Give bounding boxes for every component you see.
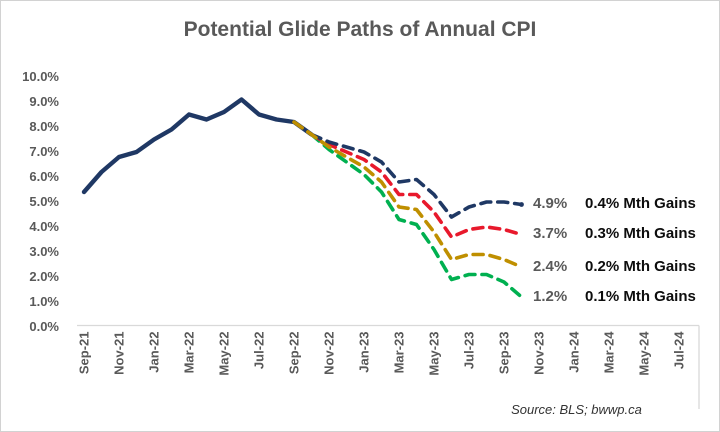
x-tick-label: Nov-22 — [321, 331, 337, 375]
y-tick-label: 9.0% — [29, 94, 59, 109]
series-end-dot-gain04 — [519, 202, 524, 207]
end-label-row-gain03: 3.7% 0.3% Mth Gains — [533, 224, 719, 244]
series-line-gain04 — [309, 132, 524, 219]
end-value-label: 2.4% — [533, 257, 568, 275]
end-label-row-gain01: 1.2% 0.1% Mth Gains — [533, 286, 719, 306]
gains-label: 0.2% Mth Gains — [585, 257, 696, 275]
y-tick-label: 10.0% — [22, 69, 59, 84]
x-tick-label: Sep-22 — [286, 331, 302, 375]
x-tick-label: Sep-23 — [496, 331, 512, 375]
x-tick-label: Jul-24 — [671, 331, 687, 370]
x-tick-label: Jul-22 — [251, 331, 267, 370]
y-tick-label: 4.0% — [29, 219, 59, 234]
end-value-label: 1.2% — [533, 287, 568, 305]
y-tick-label: 1.0% — [29, 294, 59, 309]
gains-label: 0.4% Mth Gains — [585, 195, 696, 212]
end-value-label: 3.7% — [533, 225, 568, 242]
x-tick-label: Nov-21 — [111, 331, 127, 375]
gains-label: 0.3% Mth Gains — [585, 225, 696, 242]
source-note: Source: BLS; bwwp.ca — [511, 402, 642, 417]
x-tick-label: May-24 — [636, 331, 652, 376]
x-tick-label: Mar-24 — [601, 331, 617, 374]
x-tick-label: Mar-23 — [391, 331, 407, 374]
y-tick-label: 7.0% — [29, 144, 59, 159]
end-label-row-gain04: 4.9% 0.4% Mth Gains — [533, 194, 719, 214]
series-line-gain01 — [309, 132, 524, 299]
chart-title: Potential Glide Paths of Annual CPI — [183, 18, 537, 41]
gains-label: 0.1% Mth Gains — [585, 287, 696, 305]
y-tick-label: 8.0% — [29, 119, 59, 134]
series-line-gain03 — [309, 132, 524, 239]
x-tick-label: Jul-23 — [461, 331, 477, 370]
y-tick-label: 3.0% — [29, 244, 59, 259]
series-line-actual — [81, 97, 314, 195]
end-value-label: 4.9% — [533, 195, 568, 212]
series-line-gain02 — [292, 120, 524, 269]
x-tick-label: Nov-23 — [531, 331, 547, 375]
x-tick-label: Sep-21 — [76, 331, 92, 375]
y-tick-label: 5.0% — [29, 194, 59, 209]
y-tick-label: 0.0% — [29, 319, 59, 334]
y-tick-label: 2.0% — [29, 269, 59, 284]
x-tick-label: Jan-23 — [356, 331, 372, 373]
x-tick-label: Jan-22 — [146, 331, 162, 373]
x-tick-label: May-23 — [426, 331, 442, 376]
end-label-row-gain02: 2.4% 0.2% Mth Gains — [533, 256, 719, 276]
x-tick-label: Jan-24 — [566, 331, 582, 373]
y-tick-label: 6.0% — [29, 169, 59, 184]
x-tick-label: May-22 — [216, 331, 232, 376]
x-tick-label: Mar-22 — [181, 331, 197, 374]
